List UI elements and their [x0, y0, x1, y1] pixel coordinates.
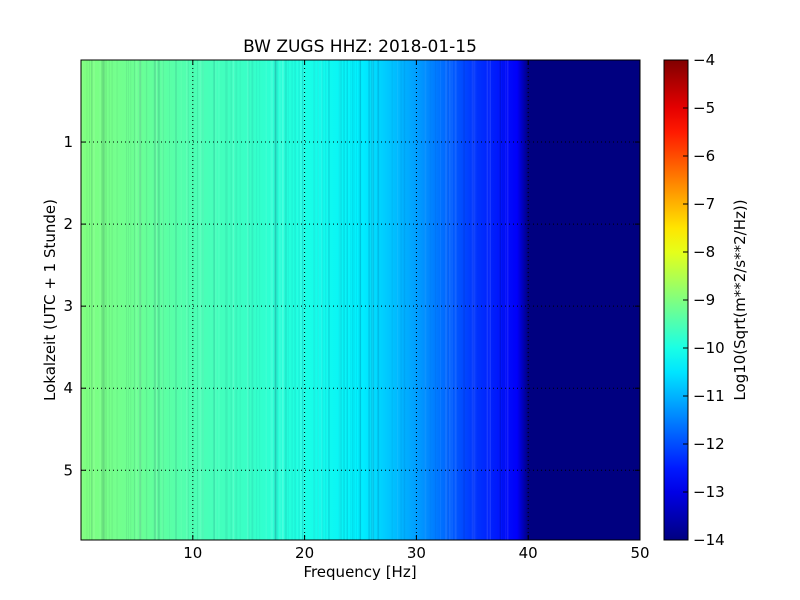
x-tick-label: 40: [519, 544, 538, 562]
colorbar-tick-label: −6: [693, 147, 715, 165]
colorbar-label: Log10(Sqrt(m**2/s**2/Hz)): [731, 199, 749, 400]
x-tick-label: 50: [630, 544, 649, 562]
colorbar-tick-label: −8: [693, 243, 715, 261]
y-tick-label: 2: [63, 215, 73, 233]
plot-area: 10 20 30 40 50 1 2 3 4 5: [63, 59, 650, 562]
colorbar-tick-label: −12: [693, 435, 725, 453]
spectrogram-stripes: [81, 60, 509, 540]
x-axis-label: Frequency [Hz]: [303, 563, 416, 581]
y-axis-ticks: 1 2 3 4 5: [63, 133, 640, 479]
colorbar-tick-label: −14: [693, 531, 725, 549]
x-tick-label: 20: [295, 544, 314, 562]
spectrogram-image: [81, 60, 640, 540]
x-tick-label: 30: [407, 544, 426, 562]
colorbar-tick-label: −7: [693, 195, 715, 213]
colorbar: −4 −5 −6 −7 −8 −9 −10 −11 −12 −13 −14 Log10(Sqrt(m…: [663, 51, 749, 549]
plot-frame: [80, 59, 641, 541]
colorbar-tick-label: −10: [693, 339, 725, 357]
colorbar-tick-label: −4: [693, 51, 715, 69]
colorbar-ticks: −4 −5 −6 −7 −8 −9 −10 −11 −12 −13 −14: [683, 51, 725, 549]
y-tick-label: 3: [63, 297, 73, 315]
y-tick-label: 4: [63, 379, 73, 397]
x-tick-label: 10: [183, 544, 202, 562]
colorbar-tick-label: −11: [693, 387, 725, 405]
chart-title: BW ZUGS HHZ: 2018-01-15: [243, 37, 477, 57]
y-tick-label: 1: [63, 133, 73, 151]
grid-lines: [81, 60, 640, 540]
y-axis-label: Lokalzeit (UTC + 1 Stunde): [41, 199, 59, 401]
y-tick-label: 5: [63, 461, 73, 479]
x-axis-ticks: 10 20 30 40 50: [183, 60, 650, 562]
colorbar-tick-label: −9: [693, 291, 715, 309]
colorbar-tick-label: −13: [693, 483, 725, 501]
colorbar-tick-label: −5: [693, 99, 715, 117]
